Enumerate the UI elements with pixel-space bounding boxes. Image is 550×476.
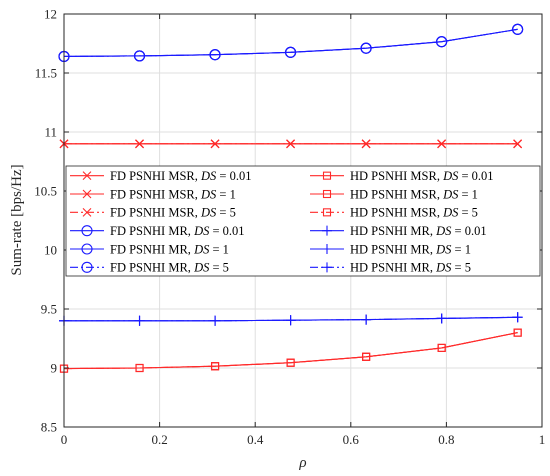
legend-label: HD PSNHI MR, DS = 1 bbox=[350, 242, 471, 256]
x-tick-label: 0.4 bbox=[247, 432, 264, 447]
series-8 bbox=[59, 328, 522, 373]
legend-marker bbox=[322, 189, 332, 199]
legend-label: HD PSNHI MSR, DS = 5 bbox=[350, 206, 478, 220]
legend-label: HD PSNHI MR, DS = 5 bbox=[350, 261, 471, 275]
data-point-marker bbox=[286, 358, 295, 367]
legend-marker bbox=[81, 243, 93, 255]
legend-entry: HD PSNHI MSR, DS = 1 bbox=[310, 187, 478, 201]
legend-label: HD PSNHI MSR, DS = 1 bbox=[350, 187, 478, 201]
legend-label: HD PSNHI MSR, DS = 0.01 bbox=[350, 169, 494, 183]
data-point-marker bbox=[210, 362, 220, 371]
x-tick-label: 1 bbox=[539, 432, 546, 447]
legend-entry: FD PSNHI MR, DS = 1 bbox=[70, 242, 229, 256]
data-point-marker bbox=[361, 139, 371, 149]
legend-entry: FD PSNHI MSR, DS = 0.01 bbox=[70, 169, 251, 183]
series-line bbox=[63, 332, 518, 370]
data-point-marker bbox=[285, 46, 297, 58]
data-point-marker bbox=[362, 352, 371, 361]
data-point-marker bbox=[134, 315, 145, 326]
data-point-marker bbox=[360, 42, 372, 54]
data-point-marker bbox=[209, 49, 221, 61]
legend-marker bbox=[82, 207, 92, 217]
legend-marker bbox=[322, 225, 332, 236]
x-tick-label: 0 bbox=[61, 432, 68, 447]
data-point-marker bbox=[437, 343, 446, 352]
legend-label: FD PSNHI MSR, DS = 1 bbox=[110, 187, 236, 201]
legend-label: FD PSNHI MR, DS = 0.01 bbox=[110, 224, 245, 238]
legend-entry: HD PSNHI MR, DS = 0.01 bbox=[310, 224, 487, 238]
series-11 bbox=[59, 312, 523, 326]
data-point-marker bbox=[513, 139, 523, 149]
data-point-marker bbox=[436, 36, 448, 48]
x-tick-label: 0.2 bbox=[151, 432, 167, 447]
legend-marker bbox=[322, 208, 332, 217]
x-tick-label: 0.6 bbox=[343, 432, 360, 447]
data-point-marker bbox=[285, 315, 296, 326]
data-point-marker bbox=[133, 50, 146, 62]
data-point-marker bbox=[513, 328, 522, 337]
legend-marker bbox=[322, 171, 332, 180]
legend-marker bbox=[322, 262, 332, 273]
legend-marker bbox=[82, 171, 92, 181]
legend-marker bbox=[82, 189, 92, 199]
series-lines bbox=[58, 23, 524, 373]
y-tick-label: 10 bbox=[44, 243, 57, 258]
legend-entry: HD PSNHI MR, DS = 1 bbox=[310, 242, 471, 256]
y-tick-label: 9.5 bbox=[41, 302, 57, 317]
y-tick-label: 11.5 bbox=[35, 66, 57, 81]
data-point-marker bbox=[135, 363, 144, 373]
legend-entry: FD PSNHI MSR, DS = 5 bbox=[70, 206, 236, 220]
y-tick-label: 10.5 bbox=[34, 184, 57, 199]
legend-entry: HD PSNHI MSR, DS = 5 bbox=[310, 206, 478, 220]
series-2 bbox=[59, 139, 523, 149]
y-tick-label: 8.5 bbox=[41, 420, 57, 435]
data-point-marker bbox=[210, 315, 221, 326]
data-point-marker bbox=[512, 312, 523, 323]
legend: FD PSNHI MSR, DS = 0.01 HD PSNHI MSR, DS … bbox=[65, 165, 541, 277]
legend-entry: FD PSNHI MSR, DS = 1 bbox=[70, 187, 236, 201]
data-point-marker bbox=[436, 313, 447, 324]
legend-entry: FD PSNHI MR, DS = 0.01 bbox=[70, 224, 245, 238]
legend-label: FD PSNHI MSR, DS = 5 bbox=[110, 206, 236, 220]
legend-marker bbox=[81, 225, 93, 237]
legend-box bbox=[65, 165, 541, 277]
y-tick-label: 12 bbox=[44, 7, 57, 22]
legend-entry: HD PSNHI MR, DS = 5 bbox=[310, 261, 471, 275]
data-point-marker bbox=[361, 314, 372, 325]
legend-entry: HD PSNHI MSR, DS = 0.01 bbox=[310, 169, 494, 183]
series-line bbox=[63, 28, 518, 58]
legend-label: FD PSNHI MR, DS = 1 bbox=[110, 242, 229, 256]
tick-labels: 0 0.2 0.4 0.6 0.8 1 8.5 9 9.5 10 10.5 11 11.5 12 bbox=[34, 7, 545, 448]
legend-marker bbox=[322, 244, 332, 254]
y-axis-title: Sum-rate [bps/Hz] bbox=[9, 164, 25, 275]
legend-marker bbox=[81, 261, 93, 273]
legend-label: FD PSNHI MSR, DS = 0.01 bbox=[110, 169, 251, 183]
data-point-marker bbox=[437, 139, 447, 149]
legend-label: HD PSNHI MR, DS = 0.01 bbox=[350, 224, 487, 238]
data-point-marker bbox=[210, 139, 220, 149]
data-point-marker bbox=[286, 139, 295, 149]
plot-area-border bbox=[63, 13, 543, 428]
x-axis-title: ρ bbox=[298, 455, 306, 471]
legend-entry: FD PSNHI MR, DS = 5 bbox=[70, 261, 229, 275]
y-tick-label: 9 bbox=[51, 361, 58, 376]
data-point-marker bbox=[512, 23, 524, 35]
data-point-marker bbox=[135, 139, 144, 149]
x-tick-label: 0.8 bbox=[438, 432, 454, 447]
legend-label: FD PSNHI MR, DS = 5 bbox=[110, 261, 229, 275]
y-tick-label: 11 bbox=[44, 125, 57, 140]
